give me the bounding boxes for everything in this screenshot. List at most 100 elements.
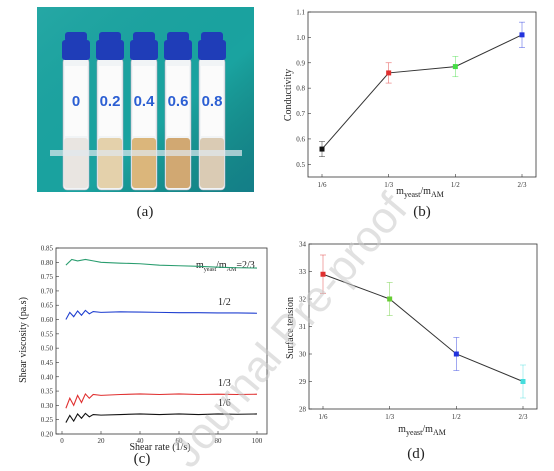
ylabel-b: Conductivity (283, 69, 294, 121)
xtick-label: 100 (252, 437, 263, 445)
xtick-label: 1/3 (385, 413, 394, 421)
tube-label-paper (201, 66, 223, 136)
ytick-label: 0.30 (41, 402, 54, 410)
xtick-label: 1/6 (319, 413, 328, 421)
ytick-label: 1.0 (296, 34, 305, 42)
tube-liquid (64, 138, 88, 188)
series-label: 1/3 (218, 378, 231, 389)
xtick-label: 40 (137, 437, 145, 445)
tube-label-paper (65, 66, 87, 136)
tube-liquid (166, 138, 190, 188)
tube-label: 0.8 (202, 93, 223, 110)
ytick-label: 0.55 (41, 330, 54, 338)
surface-tension-chart: Surface tension myeast/mAM 28 29 30 31 32 33 3… (285, 241, 538, 437)
tube-cap (164, 40, 192, 60)
ytick-label: 34 (299, 241, 307, 249)
plot-frame-c (55, 247, 268, 435)
tube-cap-top (65, 32, 87, 42)
data-point (386, 70, 392, 76)
data-point (452, 64, 458, 70)
tube-cap (62, 40, 90, 60)
data-point (453, 351, 459, 357)
shear-viscosity-chart: Shear viscosity (pa.s) Shear rate (1/s) … (18, 245, 268, 453)
xtick-label: 80 (215, 437, 223, 445)
panel-label-d: (d) (407, 446, 425, 462)
ytick-label: 0.35 (41, 388, 54, 396)
xtick-label: 0 (60, 437, 64, 445)
legend-title-c: myeast/mAM=2/3 (196, 260, 255, 273)
xlabel-d: myeast/mAM (398, 424, 446, 437)
ytick-label: 0.9 (296, 59, 305, 67)
xtick-label: 60 (176, 437, 184, 445)
ytick-label: 0.6 (296, 135, 305, 143)
tube-cap-top (133, 32, 155, 42)
ylabel-d: Surface tension (285, 297, 296, 359)
tube-label-paper (99, 66, 121, 136)
series-line (65, 258, 258, 269)
tube-label-paper (167, 66, 189, 136)
conductivity-chart: Conductivity myeast/mAM 0.5 0.6 0.7 0.8 0.9 1… (283, 9, 537, 199)
panel-label-b: (b) (413, 204, 431, 220)
data-point (319, 146, 325, 152)
ytick-label: 1.1 (296, 9, 305, 17)
ytick-label: 0.75 (41, 273, 54, 281)
tube-cap-top (167, 32, 189, 42)
tube-cap (96, 40, 124, 60)
tube-group: 0 0.2 0.4 0.6 0.8 (50, 32, 242, 191)
tube-label-paper (133, 66, 155, 136)
photo-panel: 0 0.2 0.4 0.6 0.8 (37, 7, 254, 192)
xlabel-c: Shear rate (1/s) (129, 442, 190, 453)
ytick-label: 0.7 (296, 110, 305, 118)
ylabel-c: Shear viscosity (pa.s) (18, 297, 29, 383)
data-point (320, 271, 326, 277)
xtick-label: 1/3 (384, 181, 393, 189)
tube-cap-top (99, 32, 121, 42)
ytick-label: 0.8 (296, 85, 305, 93)
panel-label-a: (a) (137, 204, 154, 220)
tube-cap (198, 40, 226, 60)
series-line (65, 412, 258, 423)
tube-liquid (132, 138, 156, 188)
ytick-label: 0.80 (41, 259, 54, 267)
xtick-label: 1/6 (318, 181, 327, 189)
tube-label: 0.6 (168, 93, 189, 110)
ytick-label: 0.40 (41, 373, 54, 381)
xtick-label: 20 (98, 437, 106, 445)
tube-cap-top (201, 32, 223, 42)
ytick-label: 28 (299, 406, 307, 414)
ytick-label: 29 (299, 378, 307, 386)
xtick-label: 2/3 (518, 181, 527, 189)
ytick-label: 0.45 (41, 359, 54, 367)
series-label: 1/6 (218, 398, 231, 409)
xtick-label: 1/2 (452, 413, 461, 421)
series-line (65, 392, 258, 409)
ytick-label: 0.70 (41, 287, 54, 295)
ytick-label: 0.25 (41, 416, 54, 424)
data-point (387, 296, 393, 302)
plot-frame-b (307, 11, 537, 178)
xtick-label: 1/2 (451, 181, 460, 189)
ytick-label: 0.65 (41, 302, 54, 310)
tube-cap (130, 40, 158, 60)
ytick-label: 32 (299, 296, 307, 304)
ytick-label: 0.60 (41, 316, 54, 324)
tube-label: 0 (72, 93, 80, 110)
data-line (322, 273, 524, 382)
xlabel-b: myeast/mAM (396, 186, 444, 199)
data-point (519, 32, 525, 38)
panel-label-c: (c) (134, 451, 151, 467)
series-line (65, 309, 258, 320)
tube-liquid (98, 138, 122, 188)
data-line (321, 34, 523, 150)
ytick-label: 0.20 (41, 431, 54, 439)
ytick-label: 0.5 (296, 161, 305, 169)
ytick-label: 0.85 (41, 245, 54, 253)
tube-label: 0.4 (134, 93, 156, 110)
ytick-label: 33 (299, 268, 307, 276)
series-label: 1/2 (218, 297, 231, 308)
tube-rack (50, 150, 242, 156)
tube-label: 0.2 (100, 93, 121, 110)
xtick-label: 2/3 (519, 413, 528, 421)
data-point (520, 379, 526, 384)
